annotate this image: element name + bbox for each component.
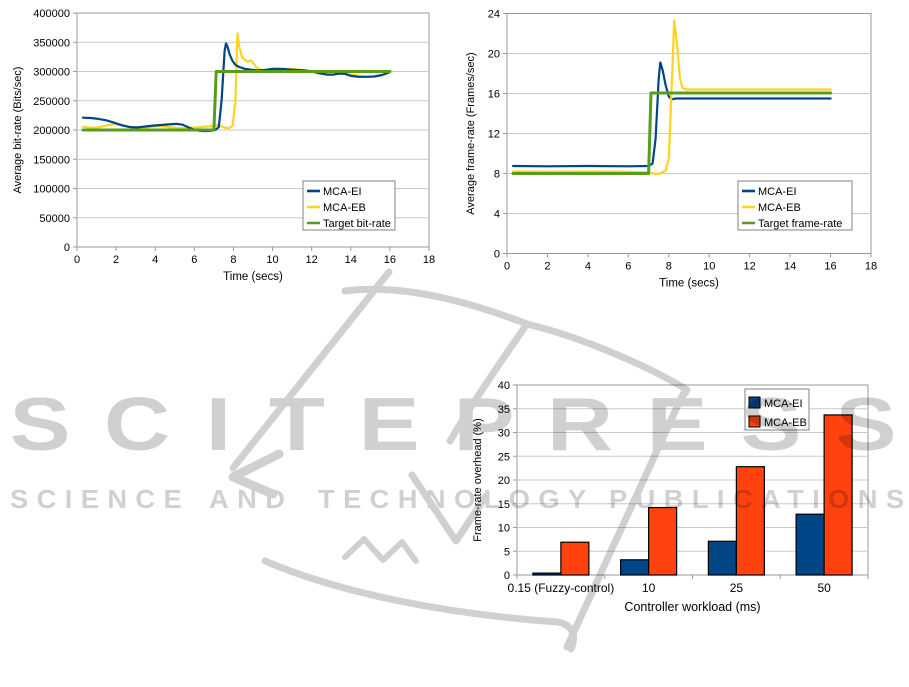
x-tick-label: 2 <box>113 254 119 266</box>
watermark-word: AND <box>209 484 294 514</box>
y-tick-label: 10 <box>498 523 510 535</box>
y-tick-label: 4 <box>494 209 500 221</box>
y-tick-label: 16 <box>488 89 500 101</box>
bar-MCA-EB-0.15 (Fuzzy-control) <box>560 541 590 576</box>
y-tick-label: 0 <box>504 570 510 582</box>
logo-left-diagonal <box>229 268 393 472</box>
x-axis-title: Controller workload (ms) <box>624 600 760 614</box>
legend-label-MCA-EI: MCA-EI <box>764 398 803 410</box>
bar-MCA-EB-10 <box>648 506 678 576</box>
category-label: 0.15 (Fuzzy-control) <box>508 581 615 595</box>
y-axis-title: Frame-rate overhead (%) <box>472 418 484 542</box>
bar-MCA-EB-50 <box>823 414 853 576</box>
y-tick-label: 200000 <box>33 125 70 137</box>
legend-box <box>737 180 853 231</box>
y-tick-label: 12 <box>488 129 500 141</box>
y-tick-label: 15 <box>498 499 510 511</box>
x-tick-label: 18 <box>423 254 435 266</box>
chart-average-framerate: 0 4 8 12 16 20 24 Average frame-rate (Frames/se… <box>462 2 907 294</box>
y-tick-label: 8 <box>494 169 500 181</box>
bitrate-line-chart: 0 50000 100000 150000 200000 250000 300000 3500… <box>12 8 435 283</box>
x-axis-title: Time (secs) <box>659 278 719 290</box>
x-tick-label: 16 <box>824 261 836 273</box>
bar-MCA-EI-10 <box>620 559 650 576</box>
category-label: 25 <box>730 581 744 595</box>
y-tick-label: 25 <box>498 451 510 463</box>
y-tick-label: 40 <box>498 380 510 392</box>
legend-label-MCA-EI: MCA-EI <box>758 186 797 198</box>
x-tick-label: 6 <box>625 261 631 273</box>
bar-MCA-EI-50 <box>795 513 825 576</box>
x-tick-label: 12 <box>744 261 756 273</box>
x-tick-label: 16 <box>384 254 396 266</box>
chart-average-bitrate: 0 50000 100000 150000 200000 250000 300000 3500… <box>8 2 442 290</box>
y-tick-label: 250000 <box>33 96 70 108</box>
series-line-MCA-EB <box>81 32 391 130</box>
x-axis-title: Time (secs) <box>223 271 283 283</box>
series-line-MCA-EB <box>511 19 832 176</box>
y-tick-label: 30 <box>498 428 510 440</box>
logo-tail-chevron <box>228 449 284 499</box>
legend-swatch-MCA-EB <box>748 415 761 428</box>
y-tick-label: 50000 <box>39 213 70 225</box>
x-tick-label: 2 <box>544 261 550 273</box>
x-tick-label: 6 <box>191 254 197 266</box>
series-line-MCA-EI <box>81 42 391 133</box>
series-line-Target bit-rate <box>81 70 392 132</box>
bar-MCA-EI-25 <box>707 540 737 576</box>
x-tick-label: 18 <box>865 261 877 273</box>
x-tick-label: 4 <box>152 254 158 266</box>
y-tick-label: 35 <box>498 404 510 416</box>
x-tick-label: 0 <box>504 261 510 273</box>
x-tick-label: 12 <box>306 254 318 266</box>
legend-label-MCA-EB: MCA-EB <box>758 202 801 214</box>
legend-label-Target frame-rate: Target frame-rate <box>758 218 842 230</box>
category-label: 50 <box>817 581 831 595</box>
series-line-MCA-EI <box>511 61 832 168</box>
x-tick-label: 4 <box>585 261 591 273</box>
y-axis-title: Average bit-rate (Bits/sec) <box>12 67 24 194</box>
legend-label-MCA-EI: MCA-EI <box>323 186 362 198</box>
x-tick-label: 10 <box>266 254 278 266</box>
y-tick-label: 150000 <box>33 154 70 166</box>
y-tick-label: 300000 <box>33 67 70 79</box>
y-tick-label: 0 <box>494 249 500 261</box>
legend-label-MCA-EB: MCA-EB <box>323 202 366 214</box>
bar-MCA-EI-0.15 (Fuzzy-control) <box>532 572 562 576</box>
x-tick-label: 14 <box>784 261 796 273</box>
y-tick-label: 400000 <box>33 8 70 20</box>
x-tick-label: 8 <box>666 261 672 273</box>
y-tick-label: 5 <box>504 546 510 558</box>
legend-swatch-MCA-EI <box>748 396 761 409</box>
logo-left-wing <box>341 285 531 328</box>
legend-label-Target bit-rate: Target bit-rate <box>323 218 391 230</box>
legend-label-MCA-EB: MCA-EB <box>764 417 807 429</box>
y-tick-label: 24 <box>488 9 500 21</box>
y-tick-label: 350000 <box>33 37 70 49</box>
x-tick-label: 8 <box>230 254 236 266</box>
y-tick-label: 100000 <box>33 184 70 196</box>
category-label: 10 <box>642 581 656 595</box>
bar-MCA-EB-25 <box>735 466 765 576</box>
overhead-bar-chart: 0 5 10 15 20 25 30 35 40 Frame-rate overhead (%) 0… <box>472 380 869 614</box>
watermark-word: SCIENCE <box>10 484 191 514</box>
y-axis-title: Average frame-rate (Frames/sec) <box>465 52 477 214</box>
chart-framerate-overhead: 0 5 10 15 20 25 30 35 40 Frame-rate overhead (%) 0… <box>462 368 907 620</box>
y-tick-label: 0 <box>64 242 70 254</box>
y-tick-label: 20 <box>488 49 500 61</box>
x-tick-label: 10 <box>703 261 715 273</box>
x-tick-label: 0 <box>74 254 80 266</box>
series-line-Target frame-rate <box>511 91 833 175</box>
logo-zigzag <box>342 536 419 564</box>
x-tick-label: 14 <box>345 254 357 266</box>
y-tick-label: 20 <box>498 475 510 487</box>
